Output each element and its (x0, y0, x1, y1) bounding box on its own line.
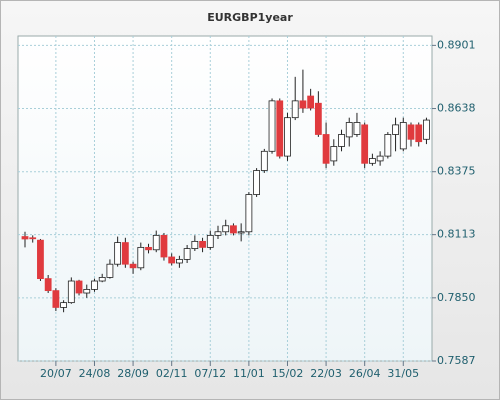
x-tick-label: 11/01 (233, 367, 265, 380)
candle-body (129, 263, 137, 269)
candle-body (199, 240, 206, 248)
plot-area (17, 35, 433, 362)
candle-body (299, 100, 307, 109)
candle-body (21, 236, 29, 240)
y-tick-label: 0.8375 (437, 165, 476, 178)
y-tick-label: 0.8113 (437, 228, 476, 241)
candle-body (60, 302, 67, 308)
x-tick-label: 22/03 (310, 367, 342, 380)
x-tick-label: 20/07 (40, 367, 72, 380)
candle-body (206, 234, 214, 248)
candle-body (183, 248, 191, 260)
candle-body (415, 124, 423, 143)
x-tick-label: 24/08 (79, 367, 111, 380)
candle-body (67, 280, 75, 304)
candle-body (330, 146, 338, 162)
candle-body (384, 134, 392, 157)
candle-body (106, 263, 114, 278)
candle-body (191, 240, 199, 249)
candle-body (307, 95, 315, 109)
x-tick-label: 28/09 (117, 367, 149, 380)
candle-body (52, 290, 60, 308)
candle-body (98, 277, 106, 282)
candle-body (168, 256, 176, 264)
x-tick-label: 07/12 (194, 367, 226, 380)
candle-body (392, 124, 399, 135)
x-tick-label: 15/02 (272, 367, 304, 380)
candle-body (314, 102, 322, 135)
candle-body (145, 246, 152, 251)
candle-body (137, 246, 145, 269)
candle-body (291, 100, 299, 119)
candle-body (237, 231, 245, 234)
candle-body (230, 225, 237, 234)
candle-body (160, 234, 168, 258)
x-tick-label: 26/04 (349, 367, 381, 380)
candle-body (276, 100, 284, 157)
candle-body (345, 122, 353, 138)
candle-body (91, 280, 98, 290)
y-tick-label: 0.8638 (437, 102, 476, 115)
candle-body (376, 155, 384, 162)
chart-layer: 0.8901 0.8638 0.8375 0.8113 0.7850 0.7587 20/0… (18, 36, 476, 380)
x-tick-label: 31/05 (387, 367, 419, 380)
candle-body (353, 122, 361, 135)
candle-body (322, 134, 330, 164)
candle-body (284, 117, 291, 157)
candle-body (361, 124, 369, 164)
y-tick-label: 0.7850 (437, 291, 476, 304)
candle-body (268, 100, 276, 152)
candle-body (423, 119, 430, 140)
candle-body (114, 242, 122, 265)
candle-body (75, 280, 83, 294)
candle-body (214, 231, 222, 236)
candle-body (175, 258, 183, 264)
candle-body (407, 124, 415, 140)
candle-body (338, 134, 345, 147)
candle-body (37, 239, 44, 280)
candle-body (399, 122, 407, 150)
candle-body (44, 278, 52, 292)
chart-title: EURGBP1year (207, 11, 293, 24)
candle-body (222, 225, 230, 233)
candle-body (253, 170, 261, 195)
candle-body (29, 237, 37, 240)
candle-body (152, 234, 160, 251)
candle-body (245, 194, 253, 233)
candle-body (260, 150, 268, 171)
y-tick-label: 0.7587 (437, 354, 476, 367)
x-tick-label: 02/11 (156, 367, 188, 380)
y-tick-label: 0.8901 (437, 38, 476, 51)
candle-body (368, 158, 376, 164)
candle-body (121, 242, 129, 265)
candle-body (83, 289, 91, 294)
